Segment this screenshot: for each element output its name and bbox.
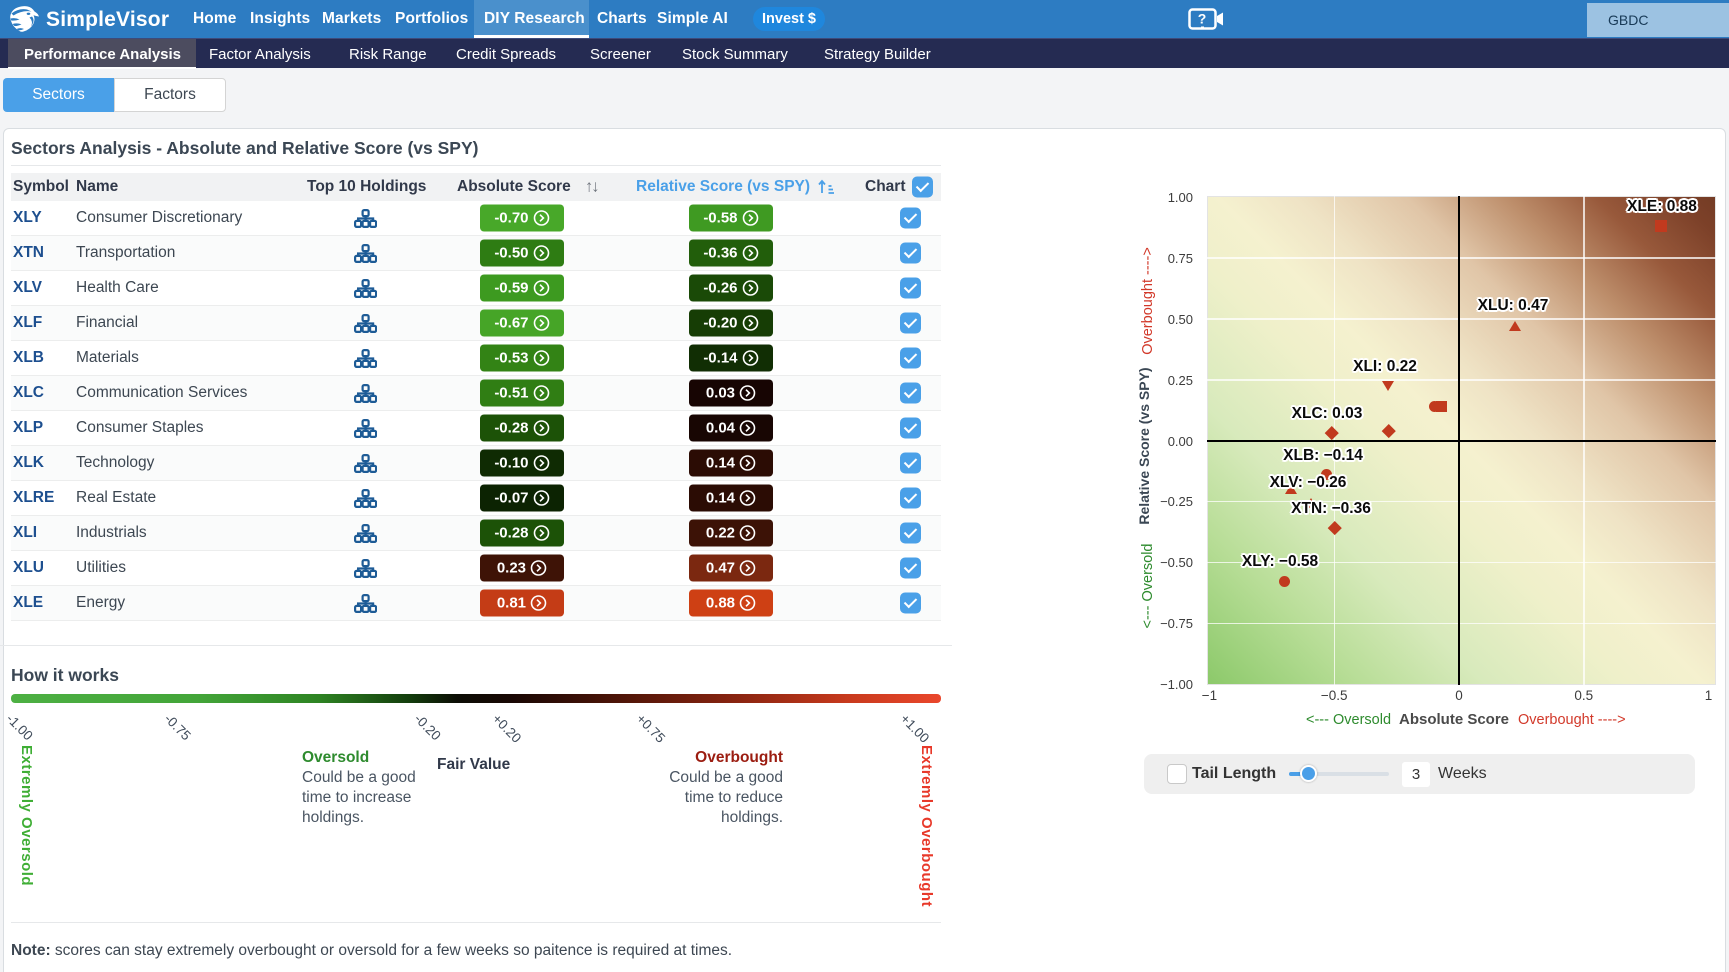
svg-text:?: ? <box>1198 11 1207 27</box>
